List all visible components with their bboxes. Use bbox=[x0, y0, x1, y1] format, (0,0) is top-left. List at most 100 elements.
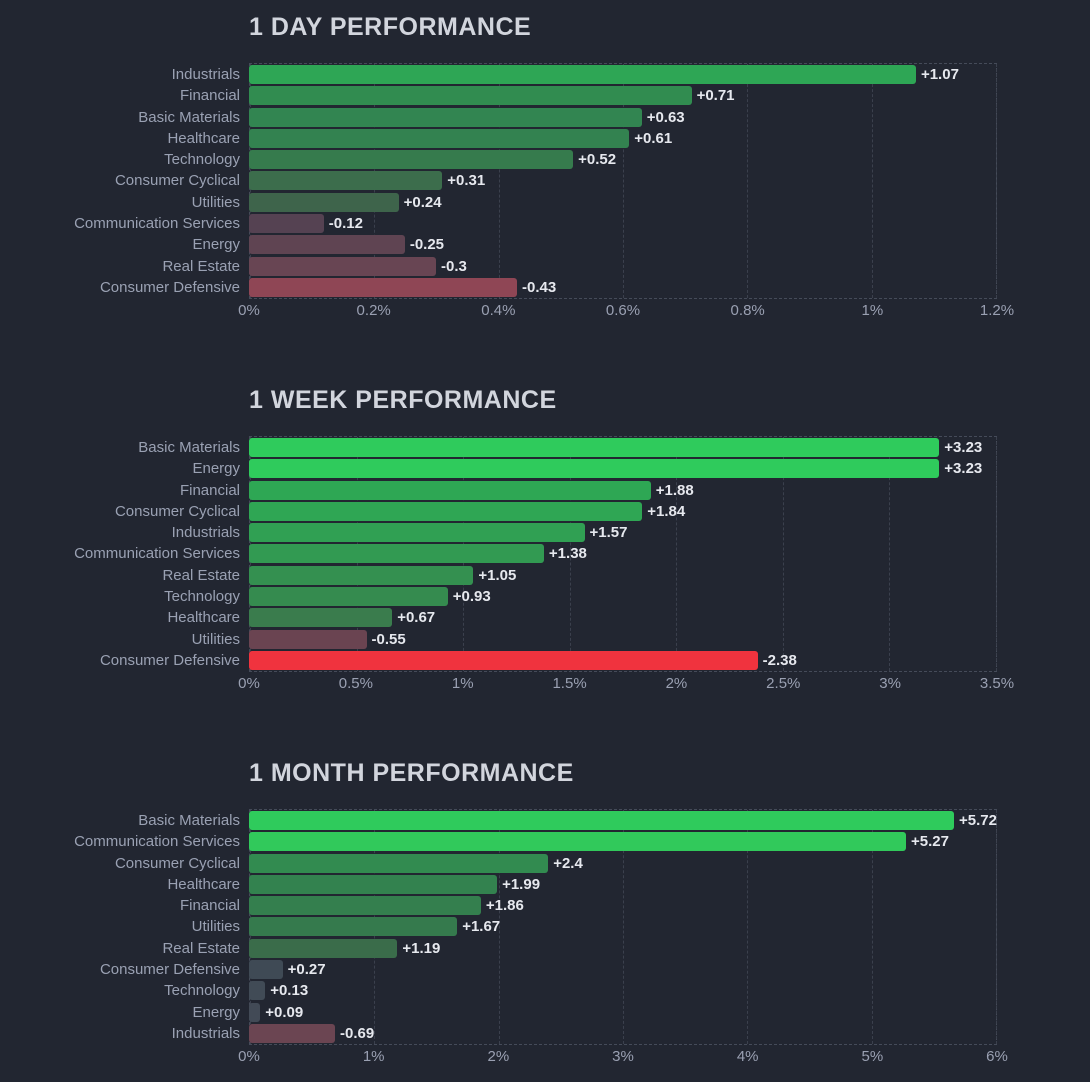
bar-row: Real Estate -0.3 bbox=[0, 256, 997, 276]
axis-tick-label: 2% bbox=[487, 1048, 510, 1065]
bar-track: -0.69 bbox=[249, 1023, 997, 1043]
bar-row: Industrials +1.57 bbox=[0, 523, 997, 543]
gridline bbox=[782, 437, 784, 671]
performance-bar[interactable] bbox=[249, 629, 367, 649]
bar-track: +0.67 bbox=[249, 608, 997, 628]
category-label: Real Estate bbox=[162, 939, 240, 957]
bar-track: +1.07 bbox=[249, 65, 997, 85]
performance-bar[interactable] bbox=[249, 896, 481, 916]
value-label: -0.25 bbox=[409, 236, 445, 254]
performance-bar[interactable] bbox=[249, 959, 283, 979]
axis-tick-label: 0.6% bbox=[605, 302, 641, 319]
bar-row: Consumer Defensive -2.38 bbox=[0, 650, 997, 670]
gridline bbox=[676, 437, 678, 671]
performance-bar[interactable] bbox=[249, 501, 643, 521]
category-label: Healthcare bbox=[167, 129, 240, 147]
category-label: Financial bbox=[179, 897, 240, 915]
performance-bar[interactable] bbox=[249, 480, 651, 500]
category-label: Consumer Defensive bbox=[99, 651, 240, 669]
value-label: +0.63 bbox=[646, 108, 685, 126]
value-label: +1.57 bbox=[589, 524, 628, 542]
bar-track: +0.09 bbox=[249, 1002, 997, 1022]
performance-bar[interactable] bbox=[249, 438, 940, 458]
bar-row: Communication Services +1.38 bbox=[0, 544, 997, 564]
performance-bar[interactable] bbox=[249, 811, 955, 831]
performance-bar[interactable] bbox=[249, 917, 458, 937]
axis-tick-label: 3% bbox=[879, 675, 901, 692]
performance-bar[interactable] bbox=[249, 874, 498, 894]
bar-row: Technology +0.13 bbox=[0, 981, 997, 1001]
bar-track: +0.61 bbox=[249, 128, 997, 148]
axis-tick-label: 0% bbox=[238, 675, 260, 692]
axis-tick-label: 4% bbox=[736, 1048, 759, 1065]
axis-tick-label: 0% bbox=[238, 1048, 260, 1065]
performance-bar[interactable] bbox=[249, 256, 436, 276]
gridline bbox=[996, 810, 997, 1044]
performance-bar[interactable] bbox=[249, 86, 692, 106]
axis-tick-label: 3% bbox=[612, 1048, 634, 1065]
category-label: Technology bbox=[164, 587, 240, 605]
performance-bar[interactable] bbox=[249, 608, 393, 628]
bar-track: +2.4 bbox=[249, 853, 997, 873]
performance-bar[interactable] bbox=[249, 128, 630, 148]
gridline bbox=[747, 810, 749, 1044]
bar-row: Real Estate +1.05 bbox=[0, 565, 997, 585]
performance-bar[interactable] bbox=[249, 459, 940, 479]
bar-track: +1.99 bbox=[249, 874, 997, 894]
performance-bar[interactable] bbox=[249, 981, 266, 1001]
axis-tick-label: 3.5% bbox=[979, 675, 1015, 692]
performance-bar[interactable] bbox=[249, 235, 405, 255]
performance-bar[interactable] bbox=[249, 65, 916, 85]
chart-1-week-performance: 1 WEEK PERFORMANCE Basic Materials +3.23 E… bbox=[0, 385, 1090, 695]
performance-bar[interactable] bbox=[249, 832, 906, 852]
performance-bar[interactable] bbox=[249, 192, 399, 212]
category-label: Healthcare bbox=[167, 875, 240, 893]
bar-track: +0.63 bbox=[249, 107, 997, 127]
performance-bar[interactable] bbox=[249, 1002, 261, 1022]
bar-track: +0.27 bbox=[249, 959, 997, 979]
gridline bbox=[623, 64, 624, 298]
axis-tick-label: 1% bbox=[451, 675, 474, 692]
gridline bbox=[498, 64, 500, 298]
performance-bar[interactable] bbox=[249, 544, 544, 564]
bar-track: -0.25 bbox=[249, 235, 997, 255]
chart-title: 1 DAY PERFORMANCE bbox=[249, 13, 532, 41]
category-label: Communication Services bbox=[74, 833, 240, 851]
gridline bbox=[871, 64, 873, 298]
performance-bar[interactable] bbox=[249, 523, 585, 543]
bar-row: Industrials +1.07 bbox=[0, 65, 997, 85]
value-label: +0.31 bbox=[447, 172, 486, 190]
value-label: +3.23 bbox=[944, 460, 983, 478]
bar-rows: Basic Materials +5.72 Communication Servic… bbox=[0, 809, 997, 1045]
value-label: +0.27 bbox=[287, 960, 326, 978]
value-label: +5.27 bbox=[910, 833, 949, 851]
category-label: Financial bbox=[179, 481, 240, 499]
performance-bar[interactable] bbox=[249, 1023, 336, 1043]
performance-bar[interactable] bbox=[249, 107, 642, 127]
bar-track: +1.86 bbox=[249, 896, 997, 916]
performance-bar[interactable] bbox=[249, 586, 448, 606]
category-label: Communication Services bbox=[74, 214, 240, 232]
performance-bar[interactable] bbox=[249, 277, 518, 297]
category-label: Utilities bbox=[191, 918, 240, 936]
performance-bar[interactable] bbox=[249, 650, 758, 670]
value-label: -2.38 bbox=[762, 651, 797, 669]
performance-bar[interactable] bbox=[249, 565, 474, 585]
category-label: Industrials bbox=[171, 524, 240, 542]
performance-bar[interactable] bbox=[249, 171, 443, 191]
performance-bar[interactable] bbox=[249, 150, 574, 170]
axis-tick-label: 1% bbox=[362, 1048, 385, 1065]
performance-bar[interactable] bbox=[249, 213, 324, 233]
chart-plot-area: Basic Materials +3.23 Energy +3.23 Financial… bbox=[0, 436, 1090, 695]
axis-tick-label: 2.5% bbox=[766, 675, 801, 692]
axis-tick-label: 0.5% bbox=[338, 675, 373, 692]
performance-bar[interactable] bbox=[249, 938, 398, 958]
bar-track: +5.72 bbox=[249, 811, 997, 831]
value-label: +2.4 bbox=[553, 854, 583, 872]
chart-title: 1 MONTH PERFORMANCE bbox=[249, 759, 574, 787]
bar-row: Energy +3.23 bbox=[0, 459, 997, 479]
performance-bar[interactable] bbox=[249, 853, 549, 873]
category-label: Basic Materials bbox=[138, 108, 240, 126]
bar-track: +1.38 bbox=[249, 544, 997, 564]
bar-row: Basic Materials +0.63 bbox=[0, 107, 997, 127]
